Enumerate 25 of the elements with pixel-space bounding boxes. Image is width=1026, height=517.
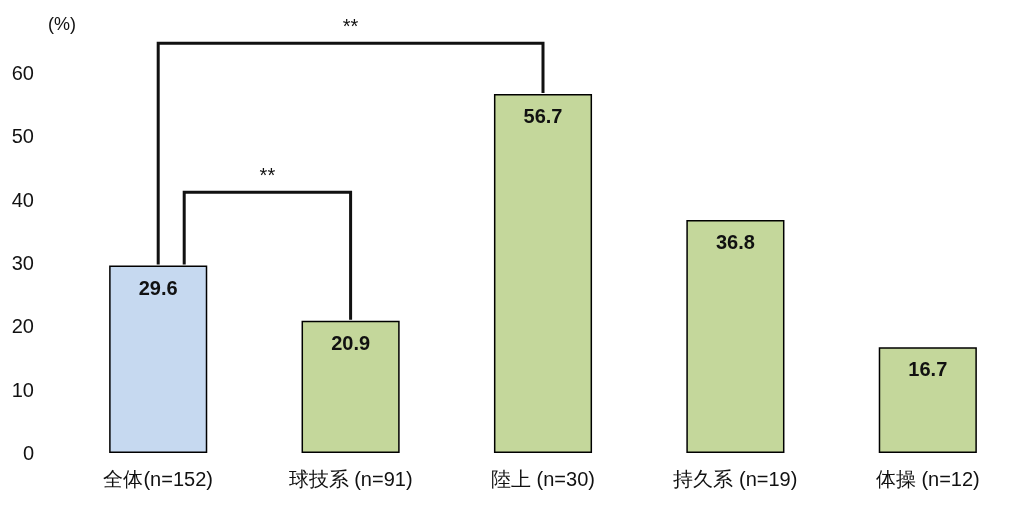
x-tick-label: 持久系 (n=19) [673,468,798,490]
data-label: 56.7 [523,104,563,127]
y-tick-label: 20 [11,315,34,338]
y-tick-label: 40 [11,188,34,211]
x-tick-label: 全体(n=152) [103,468,213,490]
y-tick-label: 0 [22,442,34,464]
annotation: ** [259,164,276,187]
bar [301,320,400,453]
y-tick-label: 50 [11,125,34,148]
y-tick-label: 10 [11,378,34,401]
x-tick-label: 体操 (n=12) [875,468,980,490]
y-tick-label: 30 [11,252,34,274]
data-label: 16.7 [908,358,948,381]
text: ** [342,15,359,38]
y-tick-label: 60 [11,62,34,84]
bar [109,265,208,453]
bar [493,93,593,453]
x-tick-label: 球技系 (n=91) [288,468,413,490]
data-label: 29.6 [138,276,178,299]
y-axis-title: (%) [48,14,76,34]
data-label: 20.9 [331,331,371,354]
bar [878,347,977,453]
x-tick-label: 陸上 (n=30) [491,468,595,490]
bar [686,219,785,453]
data-label: 36.8 [715,230,755,253]
